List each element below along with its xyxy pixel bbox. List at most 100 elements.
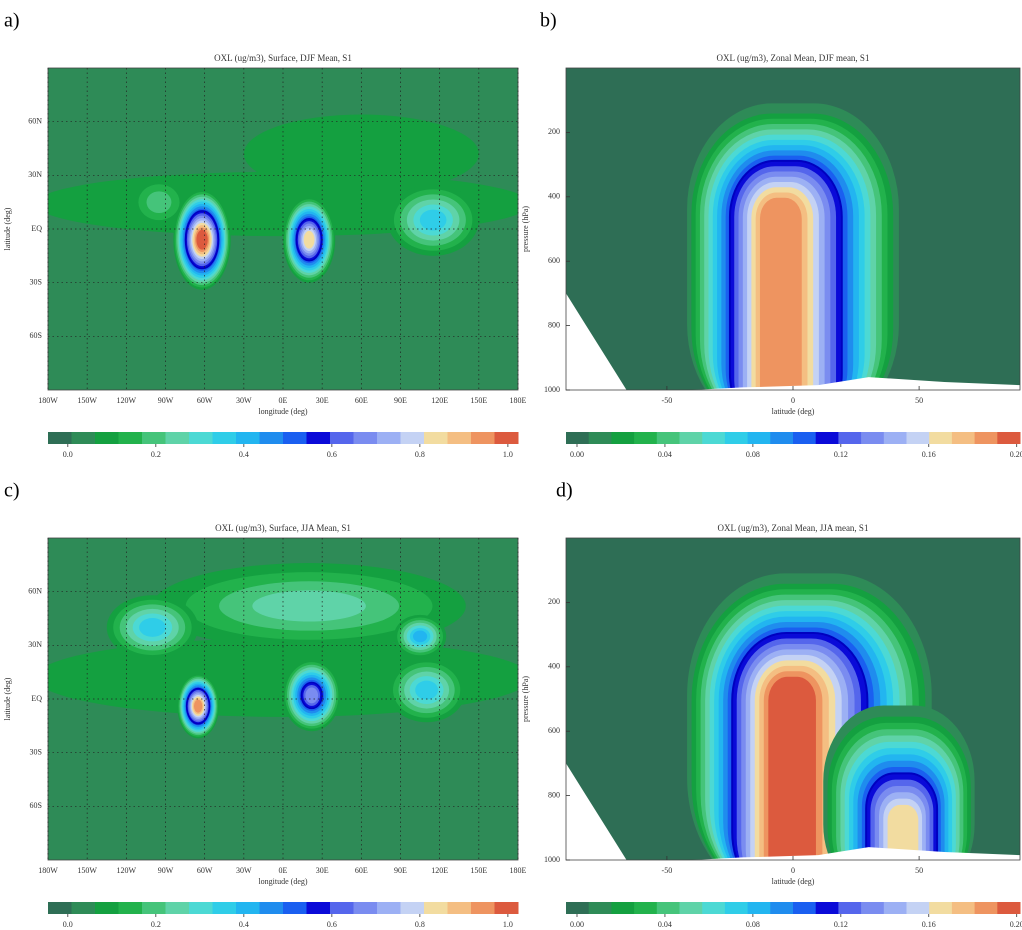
colorbar-swatch [495, 432, 519, 444]
colorbar-swatch [236, 432, 260, 444]
contour-level [194, 700, 202, 713]
colorbar-swatch [236, 902, 260, 914]
panel-label: a) [4, 10, 20, 32]
y-axis-label: pressure (hPa) [521, 206, 530, 252]
colorbar-swatch [725, 902, 748, 914]
colorbar-swatch [838, 902, 861, 914]
colorbar-tick-label: 0.8 [415, 450, 425, 459]
colorbar-swatch [611, 902, 634, 914]
x-tick-label: 30E [316, 866, 329, 875]
colorbar-swatch [793, 902, 816, 914]
y-tick-label: 1000 [544, 385, 560, 394]
colorbar-tick-label: 1.0 [503, 450, 513, 459]
colorbar-swatch [634, 902, 657, 914]
colorbar-tick-label: 1.0 [503, 920, 513, 929]
colorbar-swatch [997, 902, 1020, 914]
colorbar-swatch [471, 432, 495, 444]
colorbar-swatch [702, 902, 725, 914]
colorbar-swatch [189, 432, 213, 444]
page: {"chart_data": [ {"type": "map-contour",… [0, 0, 1022, 930]
x-tick-label: 30W [236, 866, 252, 875]
colorbar-swatch [377, 432, 401, 444]
panel-label: c) [4, 480, 20, 502]
colorbar-swatch [448, 432, 472, 444]
colorbar-swatch [330, 902, 354, 914]
x-tick-label: 180E [510, 866, 527, 875]
x-tick-label: 90W [158, 866, 174, 875]
x-tick-label: 150W [77, 396, 97, 405]
colorbar-swatch [929, 902, 952, 914]
panel-label: d) [556, 480, 573, 502]
contour-level [147, 191, 172, 213]
panel: d)OXL (ug/m3), Zonal Mean, JJA mean, S1-… [521, 480, 1022, 929]
y-tick-label: 200 [548, 127, 560, 136]
x-tick-label: 120W [117, 396, 137, 405]
colorbar-swatch [884, 432, 907, 444]
x-tick-label: 50 [915, 396, 923, 405]
x-tick-label: -50 [662, 396, 673, 405]
x-tick-label: 180E [510, 396, 527, 405]
x-tick-label: 30W [236, 396, 252, 405]
y-tick-label: 1000 [544, 855, 560, 864]
x-tick-label: 60E [355, 396, 368, 405]
x-tick-label: 0 [791, 396, 795, 405]
colorbar-swatch [907, 432, 930, 444]
contour-level [304, 231, 315, 249]
colorbar-tick-label: 0.04 [658, 920, 672, 929]
x-tick-label: 60W [197, 396, 213, 405]
colorbar-swatch [702, 432, 725, 444]
colorbar-swatch [424, 902, 448, 914]
y-tick-label: 60N [28, 116, 42, 125]
colorbar-swatch [72, 902, 96, 914]
colorbar-swatch [748, 902, 771, 914]
colorbar-swatch [354, 432, 378, 444]
colorbar-swatch [589, 902, 612, 914]
y-tick-label: 400 [548, 662, 560, 671]
colorbar-tick-label: 0.8 [415, 920, 425, 929]
y-axis-label: latitude (deg) [3, 677, 12, 720]
x-tick-label: 150E [470, 396, 487, 405]
colorbar-swatch [657, 902, 680, 914]
panel: b)OXL (ug/m3), Zonal Mean, DJF mean, S1-… [521, 10, 1022, 459]
panel: a)OXL (ug/m3), Surface, DJF Mean, S1180W… [3, 10, 531, 459]
colorbar-swatch [260, 902, 284, 914]
y-tick-label: 30S [30, 277, 42, 286]
y-tick-label: EQ [31, 694, 42, 703]
x-axis-label: longitude (deg) [258, 877, 307, 886]
y-tick-label: 60N [28, 586, 42, 595]
x-tick-label: 0E [279, 866, 288, 875]
x-axis-label: latitude (deg) [772, 407, 815, 416]
colorbar-swatch [838, 432, 861, 444]
colorbar-swatch [725, 432, 748, 444]
colorbar-swatch [566, 902, 589, 914]
colorbar-swatch [884, 902, 907, 914]
colorbar-tick-label: 0.16 [922, 450, 936, 459]
colorbar-tick-label: 0.20 [1010, 920, 1022, 929]
colorbar-swatch [95, 902, 119, 914]
y-axis-label: latitude (deg) [3, 207, 12, 250]
y-tick-label: 800 [548, 790, 560, 799]
colorbar-swatch [611, 432, 634, 444]
x-tick-label: 180W [38, 866, 58, 875]
colorbar-swatch [95, 432, 119, 444]
colorbar-swatch [354, 902, 378, 914]
y-axis-label: pressure (hPa) [521, 676, 530, 722]
colorbar-swatch [952, 902, 975, 914]
panel-title: OXL (ug/m3), Surface, DJF Mean, S1 [214, 53, 352, 63]
contour-field [566, 538, 1020, 900]
colorbar-swatch [816, 432, 839, 444]
x-tick-label: 60W [197, 866, 213, 875]
colorbar-swatch [975, 432, 998, 444]
y-tick-label: 200 [548, 597, 560, 606]
colorbar-tick-label: 0.0 [63, 450, 73, 459]
colorbar-swatch [213, 902, 237, 914]
panel-label: b) [540, 10, 557, 32]
colorbar-swatch [566, 432, 589, 444]
colorbar-swatch [657, 432, 680, 444]
colorbar-swatch [816, 902, 839, 914]
colorbar-swatch [166, 432, 190, 444]
x-tick-label: 150E [470, 866, 487, 875]
colorbar-swatch [330, 432, 354, 444]
y-tick-label: 600 [548, 256, 560, 265]
contour-field [566, 68, 1020, 430]
